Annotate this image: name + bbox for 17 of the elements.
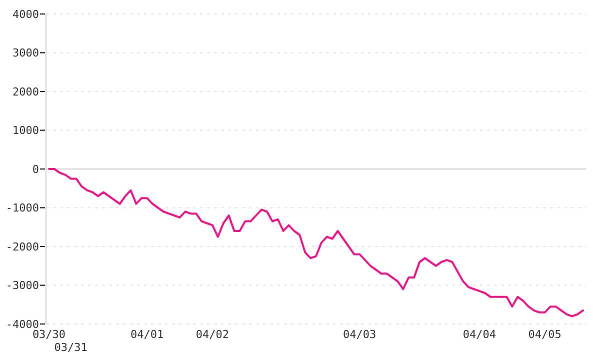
y-tick-label: -3000 [6,279,39,292]
y-tick-label: -1000 [6,202,39,215]
x-tick-label: 04/02 [196,328,230,341]
y-tick-label: -4000 [6,318,39,331]
x-tick-label: 04/01 [130,328,164,341]
x-tick-label: 03/31 [54,341,88,354]
x-tick-label: 04/05 [528,328,562,341]
x-tick-label: 04/03 [343,328,376,341]
x-tick-label: 03/30 [32,328,66,341]
line-series [48,168,584,318]
x-tick-label: 04/04 [462,328,496,341]
y-tick-label: 4000 [12,8,39,21]
y-tick-label: 2000 [12,85,39,98]
y-tick-label: 3000 [12,46,39,60]
y-tick-label: 1000 [12,124,39,138]
y-tick-label: 0 [32,162,39,176]
y-tick-label: -2000 [6,240,39,254]
